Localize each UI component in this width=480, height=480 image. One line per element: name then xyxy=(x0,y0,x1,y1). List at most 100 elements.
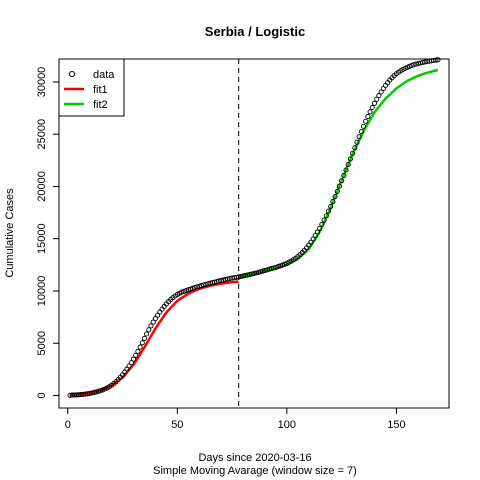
data-point xyxy=(187,286,194,292)
data-point xyxy=(341,172,347,178)
chart-title: Serbia / Logistic xyxy=(205,24,305,39)
plot-frame xyxy=(58,58,450,409)
data-point xyxy=(152,316,158,322)
data-point xyxy=(275,264,281,270)
fit2-line xyxy=(238,68,439,279)
x-tick-label: 100 xyxy=(278,419,296,431)
data-point xyxy=(201,282,207,288)
data-point xyxy=(196,283,202,289)
data-point xyxy=(135,348,141,354)
fit-lines xyxy=(69,68,439,397)
data-point xyxy=(347,156,353,162)
data-point xyxy=(98,388,104,394)
data-point xyxy=(181,288,187,294)
data-point xyxy=(139,340,145,346)
fit1-line xyxy=(69,280,239,397)
data-point xyxy=(369,104,375,111)
data-point xyxy=(150,319,156,325)
data-point xyxy=(345,161,351,167)
data-point xyxy=(323,213,329,219)
data-point xyxy=(183,288,189,294)
y-tick-label: 0 xyxy=(36,392,48,398)
data-point xyxy=(365,113,371,120)
data-point xyxy=(266,266,272,272)
legend-marker-data xyxy=(69,71,75,77)
data-point xyxy=(157,309,163,315)
x-axis-label: Days since 2020-03-16 xyxy=(198,452,311,464)
data-point xyxy=(146,327,152,333)
legend-label-data: data xyxy=(93,69,115,81)
data-point xyxy=(336,183,342,189)
data-point xyxy=(273,264,279,270)
y-axis-label: Cumulative Cases xyxy=(4,188,16,278)
data-point xyxy=(312,233,318,239)
data-point xyxy=(277,263,283,269)
data-point xyxy=(358,128,364,135)
data-point xyxy=(144,331,150,337)
data-point xyxy=(262,267,268,274)
data-point xyxy=(367,109,373,115)
data-point xyxy=(354,139,360,145)
data-point xyxy=(332,193,338,200)
data-point xyxy=(328,203,334,209)
x-tick-label: 0 xyxy=(65,419,71,431)
data-point xyxy=(185,287,191,293)
legend: data fit1 fit2 xyxy=(58,58,125,117)
y-tick-label: 25000 xyxy=(36,119,48,150)
data-point xyxy=(411,62,417,68)
data-point xyxy=(317,225,323,231)
data-point xyxy=(194,284,200,290)
y-tick-label: 15000 xyxy=(36,223,48,254)
data-point xyxy=(203,281,209,287)
data-point xyxy=(352,145,358,151)
data-point xyxy=(330,198,336,205)
data-point xyxy=(130,356,137,362)
data-point xyxy=(179,289,185,295)
legend-label-fit1: fit1 xyxy=(93,84,108,96)
legend-box xyxy=(58,58,125,117)
data-point xyxy=(198,283,204,289)
data-point xyxy=(128,360,134,366)
data-point xyxy=(93,389,99,395)
data-point xyxy=(95,388,101,394)
data-point xyxy=(350,150,356,156)
data-point xyxy=(376,93,382,99)
data-point xyxy=(371,100,378,106)
data-point xyxy=(314,229,321,235)
y-tick-label: 10000 xyxy=(36,276,48,307)
x-tick-label: 50 xyxy=(171,419,183,431)
data-point xyxy=(253,270,259,276)
legend-label-fit2: fit2 xyxy=(93,99,108,111)
data-point xyxy=(137,344,143,350)
x-axis-sublabel: Simple Moving Avarage (window size = 7) xyxy=(153,465,357,477)
data-point xyxy=(334,188,340,194)
data-point xyxy=(192,285,198,291)
x-tick-label: 150 xyxy=(387,419,405,431)
data-point xyxy=(339,178,345,184)
data-point xyxy=(141,335,147,341)
data-point xyxy=(268,266,275,272)
data-point xyxy=(321,217,327,223)
data-point xyxy=(356,134,362,140)
data-point xyxy=(258,269,264,275)
data-point xyxy=(363,118,369,124)
y-tick-label: 5000 xyxy=(36,331,48,355)
data-point xyxy=(148,323,154,329)
data-point xyxy=(319,221,325,227)
data-point xyxy=(433,57,439,63)
data-point xyxy=(361,123,367,129)
data-point xyxy=(435,57,441,63)
data-point xyxy=(374,96,380,102)
y-tick-label: 20000 xyxy=(36,171,48,202)
data-points xyxy=(67,57,441,398)
y-tick-label: 30000 xyxy=(36,67,48,98)
data-point xyxy=(264,267,270,273)
data-point xyxy=(407,63,413,69)
data-point xyxy=(133,352,139,358)
x-axis: 0 50 100 150 xyxy=(65,408,406,431)
data-point xyxy=(325,208,332,214)
data-point xyxy=(271,265,277,271)
data-point xyxy=(255,269,261,275)
y-axis: 0 5000 10000 15000 20000 25000 30000 xyxy=(36,67,59,399)
